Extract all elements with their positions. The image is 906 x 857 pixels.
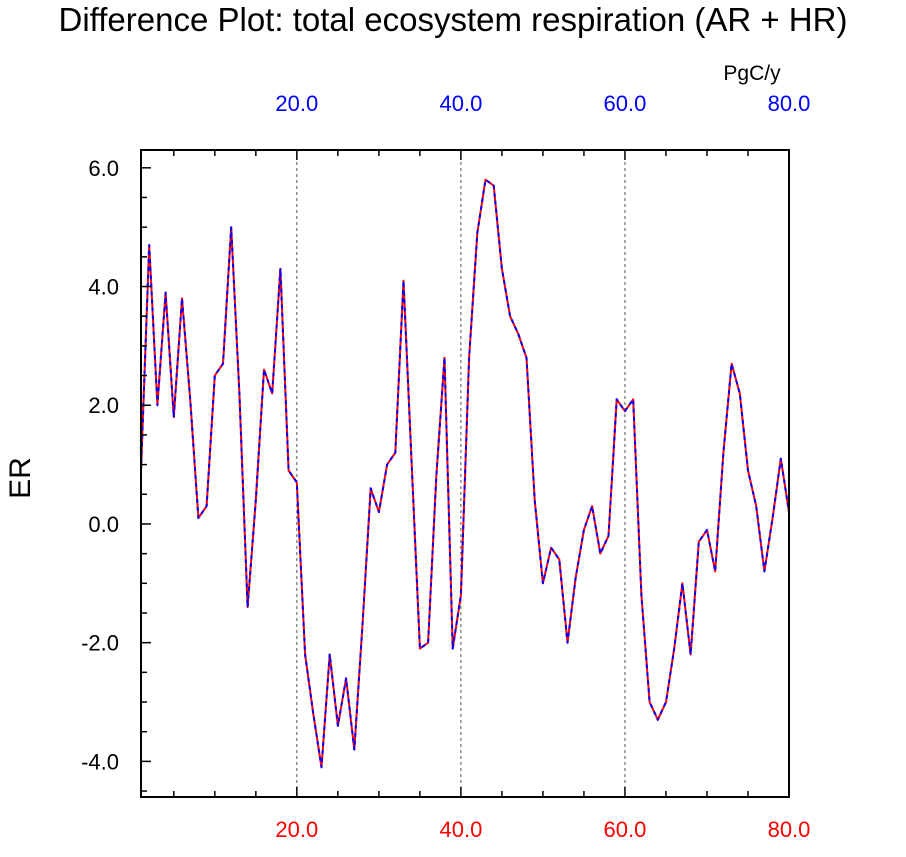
y-tick-label: 0.0: [88, 512, 119, 537]
plot-frame: [140, 149, 790, 798]
y-tick-label: 6.0: [88, 156, 119, 181]
top-axis-unit-label: PgC/y: [723, 62, 781, 85]
y-tick-label: 4.0: [88, 275, 119, 300]
x-tick-label-top: 40.0: [439, 91, 482, 116]
y-tick-label: -4.0: [81, 749, 119, 774]
x-tick-label-bottom: 60.0: [604, 817, 647, 842]
grid-lines: [296, 150, 626, 797]
x-tick-label-top: 80.0: [768, 91, 811, 116]
y-axis-label: ER: [4, 457, 37, 499]
x-tick-label-top: 20.0: [275, 91, 318, 116]
y-tick-label: 2.0: [88, 393, 119, 418]
axes-layer: 20.0 20.0 40.0 40.0 60.0 60.0 80.0 80.0 -4.0 -2.0…: [81, 91, 810, 842]
series-line-2: [140, 178, 790, 769]
x-tick-label-bottom: 80.0: [768, 817, 811, 842]
series-layer: [140, 178, 790, 769]
chart-title: Difference Plot: total ecosystem respira…: [58, 1, 848, 38]
x-tick-label-bottom: 20.0: [275, 817, 318, 842]
x-tick-label-top: 60.0: [604, 91, 647, 116]
x-tick-label-bottom: 40.0: [439, 817, 482, 842]
series-line-1: [140, 178, 790, 769]
y-tick-label: -2.0: [81, 631, 119, 656]
